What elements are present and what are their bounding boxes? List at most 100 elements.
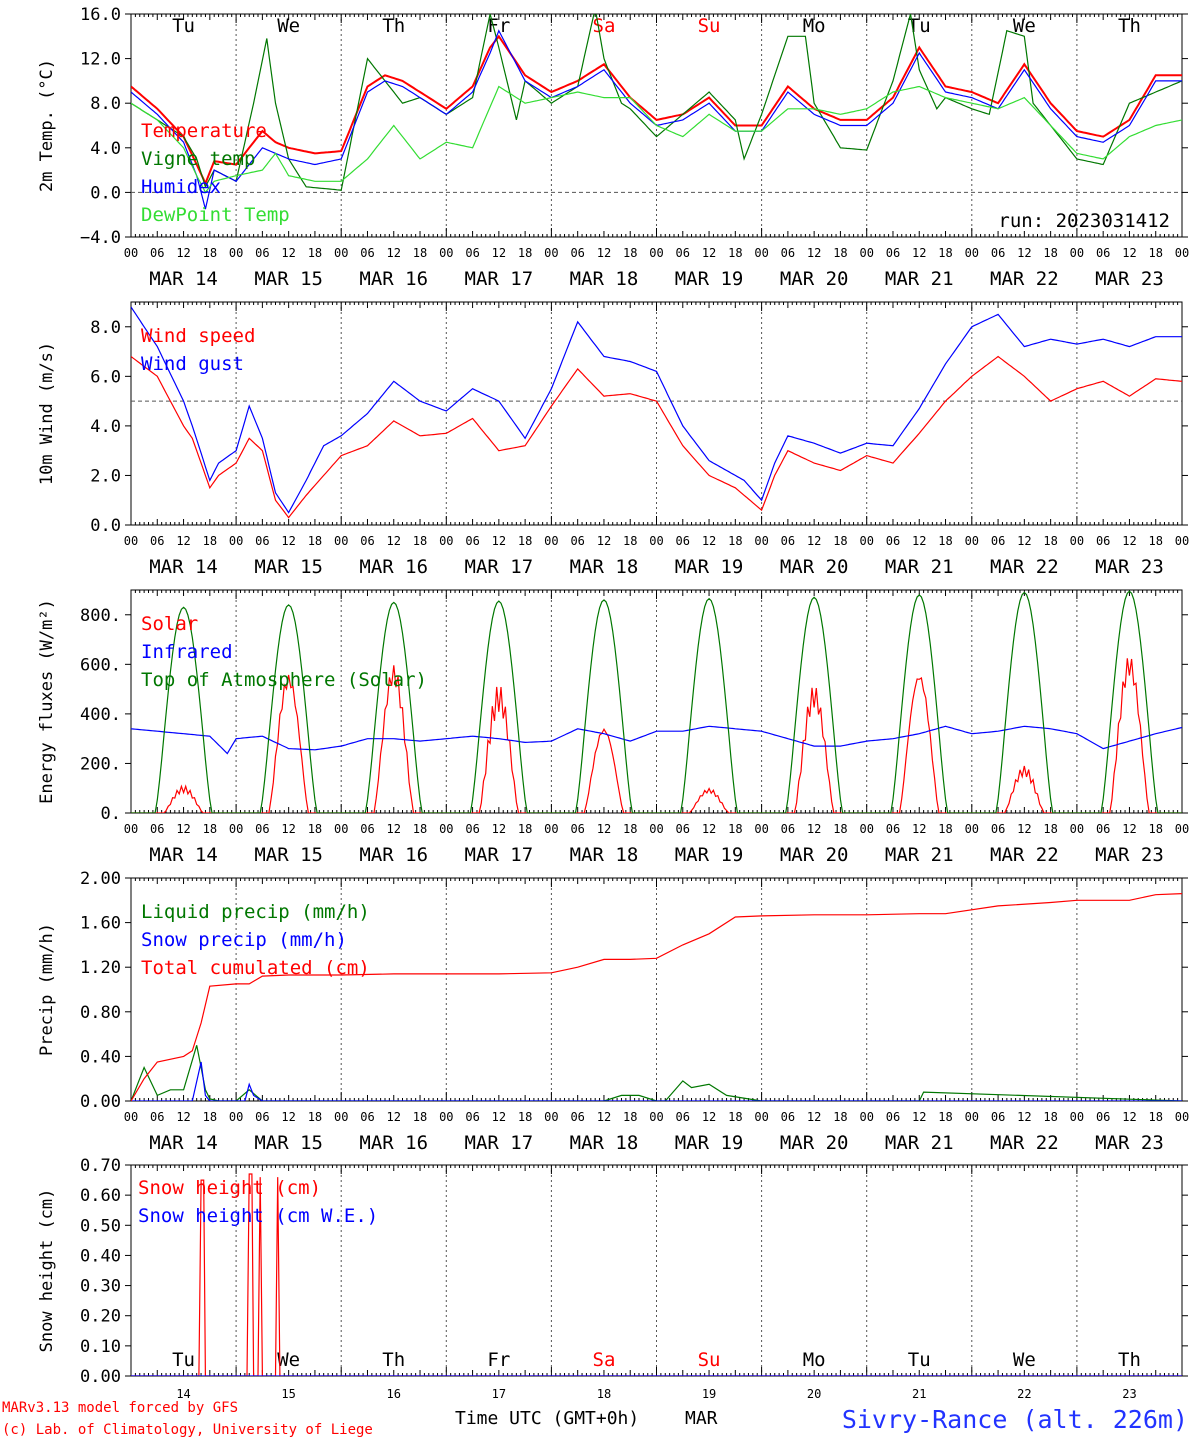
hour-tick-label: 06 (1096, 1110, 1110, 1124)
hour-tick-label: 18 (1148, 822, 1162, 836)
y-tick-label: 1.60 (80, 914, 121, 934)
snow-series-group (131, 1173, 1182, 1376)
y-tick-label: 0.70 (80, 1156, 121, 1176)
hour-tick-label: 18 (203, 534, 217, 548)
date-label: MAR 15 (254, 268, 323, 290)
lab-credit-text: (c) Lab. of Climatology, University of L… (2, 1422, 373, 1438)
y-tick-label: 8.0 (90, 94, 121, 114)
date-label: MAR 16 (359, 268, 428, 290)
y-tick-label: 1.20 (80, 958, 121, 978)
hour-tick-label: 12 (281, 246, 295, 260)
hour-tick-label: 00 (859, 534, 873, 548)
hour-tick-label: 06 (570, 822, 584, 836)
day-name-label: Th (1118, 15, 1141, 37)
y-axis-label: 10m Wind (m/s) (37, 342, 57, 485)
hour-tick-label: 06 (676, 822, 690, 836)
date-label: MAR 21 (885, 844, 954, 866)
y-tick-label: 0.40 (80, 1246, 121, 1266)
day-name-label: Th (382, 15, 405, 37)
date-label: MAR 16 (359, 1132, 428, 1154)
date-label: MAR 22 (990, 1132, 1059, 1154)
day-name-label: We (1013, 15, 1036, 37)
hour-tick-label: 06 (781, 534, 795, 548)
hour-tick-label: 06 (570, 1110, 584, 1124)
day-name-label: We (277, 15, 300, 37)
hour-tick-label: 12 (1017, 534, 1031, 548)
hour-tick-label: 12 (597, 1110, 611, 1124)
hour-tick-label: 00 (439, 822, 453, 836)
hour-tick-label: 12 (387, 1110, 401, 1124)
wind-series-group (131, 306, 1182, 519)
hour-tick-label: 06 (886, 534, 900, 548)
hour-tick-label: 18 (518, 822, 532, 836)
day-number-label: 17 (492, 1387, 506, 1401)
day-name-label: Th (1118, 1349, 1141, 1371)
hour-tick-label: 18 (833, 534, 847, 548)
day-number-label: 18 (597, 1387, 611, 1401)
date-label: MAR 14 (149, 844, 218, 866)
hour-tick-label: 00 (124, 246, 138, 260)
hour-tick-label: 18 (623, 1110, 637, 1124)
series-line-infrared (131, 725, 1182, 755)
hour-tick-label: 06 (886, 822, 900, 836)
series-line-vigne-temp (131, 14, 1182, 191)
day-name-label: Mo (803, 15, 826, 37)
date-label: MAR 19 (675, 268, 744, 290)
legend-entry: Wind speed (141, 325, 255, 347)
hour-tick-label: 06 (886, 1110, 900, 1124)
hour-tick-label: 00 (229, 246, 243, 260)
date-label: MAR 16 (359, 556, 428, 578)
hour-tick-label: 12 (281, 1110, 295, 1124)
hour-tick-label: 00 (754, 534, 768, 548)
hour-tick-label: 18 (728, 822, 742, 836)
hour-tick-label: 12 (912, 1110, 926, 1124)
hour-tick-label: 12 (1017, 246, 1031, 260)
wind-panel: 0.0 2.0 4.0 6.0 8.0 10m Wind (m/s) 00 06 12 18 00 0… (37, 301, 1189, 578)
hour-tick-label: 12 (702, 822, 716, 836)
hour-tick-label: 12 (1017, 822, 1031, 836)
hour-tick-label: 12 (492, 246, 506, 260)
y-tick-label: 4.0 (90, 417, 121, 437)
hour-tick-label: 06 (676, 246, 690, 260)
series-line-total-cumulated-cm (131, 893, 1182, 1101)
hour-tick-label: 12 (387, 246, 401, 260)
hour-tick-label: 00 (334, 534, 348, 548)
hour-tick-label: 18 (728, 534, 742, 548)
hour-tick-label: 00 (334, 246, 348, 260)
hour-tick-label: 06 (150, 1110, 164, 1124)
hour-tick-label: 12 (281, 822, 295, 836)
y-tick-label: 200. (80, 754, 121, 774)
hour-tick-label: 18 (623, 534, 637, 548)
hour-tick-label: 06 (255, 534, 269, 548)
legend-entry: Wind gust (141, 353, 244, 375)
hour-tick-label: 00 (439, 246, 453, 260)
day-number-label: 21 (912, 1387, 926, 1401)
hour-tick-label: 06 (465, 822, 479, 836)
y-tick-label: 0.0 (90, 516, 121, 536)
y-tick-label: 8.0 (90, 318, 121, 338)
energy-panel: 0. 200. 400. 600. 800. Energy fluxes (W/m²) 00… (37, 589, 1189, 866)
y-axis-label: Precip (mm/h) (37, 923, 57, 1056)
y-tick-label: −4.0 (80, 228, 121, 248)
hour-tick-label: 12 (807, 1110, 821, 1124)
hour-tick-label: 06 (570, 534, 584, 548)
hour-tick-label: 12 (176, 246, 190, 260)
hour-tick-label: 18 (728, 1110, 742, 1124)
y-tick-label: 0.0 (90, 183, 121, 203)
date-label: MAR 19 (675, 844, 744, 866)
hour-tick-label: 06 (255, 1110, 269, 1124)
hour-tick-label: 06 (1096, 822, 1110, 836)
legend-entry: Vigne temp (141, 148, 255, 170)
legend-entry: Solar (141, 613, 198, 635)
hour-tick-label: 12 (1122, 822, 1136, 836)
snow-panel: 0.00 0.10 0.20 0.30 0.40 0.50 0.60 0.70 Snow hei… (37, 1156, 1188, 1401)
hour-tick-label: 18 (623, 246, 637, 260)
hour-tick-label: 00 (124, 534, 138, 548)
hour-tick-label: 00 (544, 1110, 558, 1124)
y-tick-label: 0.80 (80, 1003, 121, 1023)
hour-tick-label: 06 (676, 534, 690, 548)
hour-tick-label: 18 (1148, 246, 1162, 260)
hour-tick-label: 00 (965, 1110, 979, 1124)
date-label: MAR 22 (990, 268, 1059, 290)
